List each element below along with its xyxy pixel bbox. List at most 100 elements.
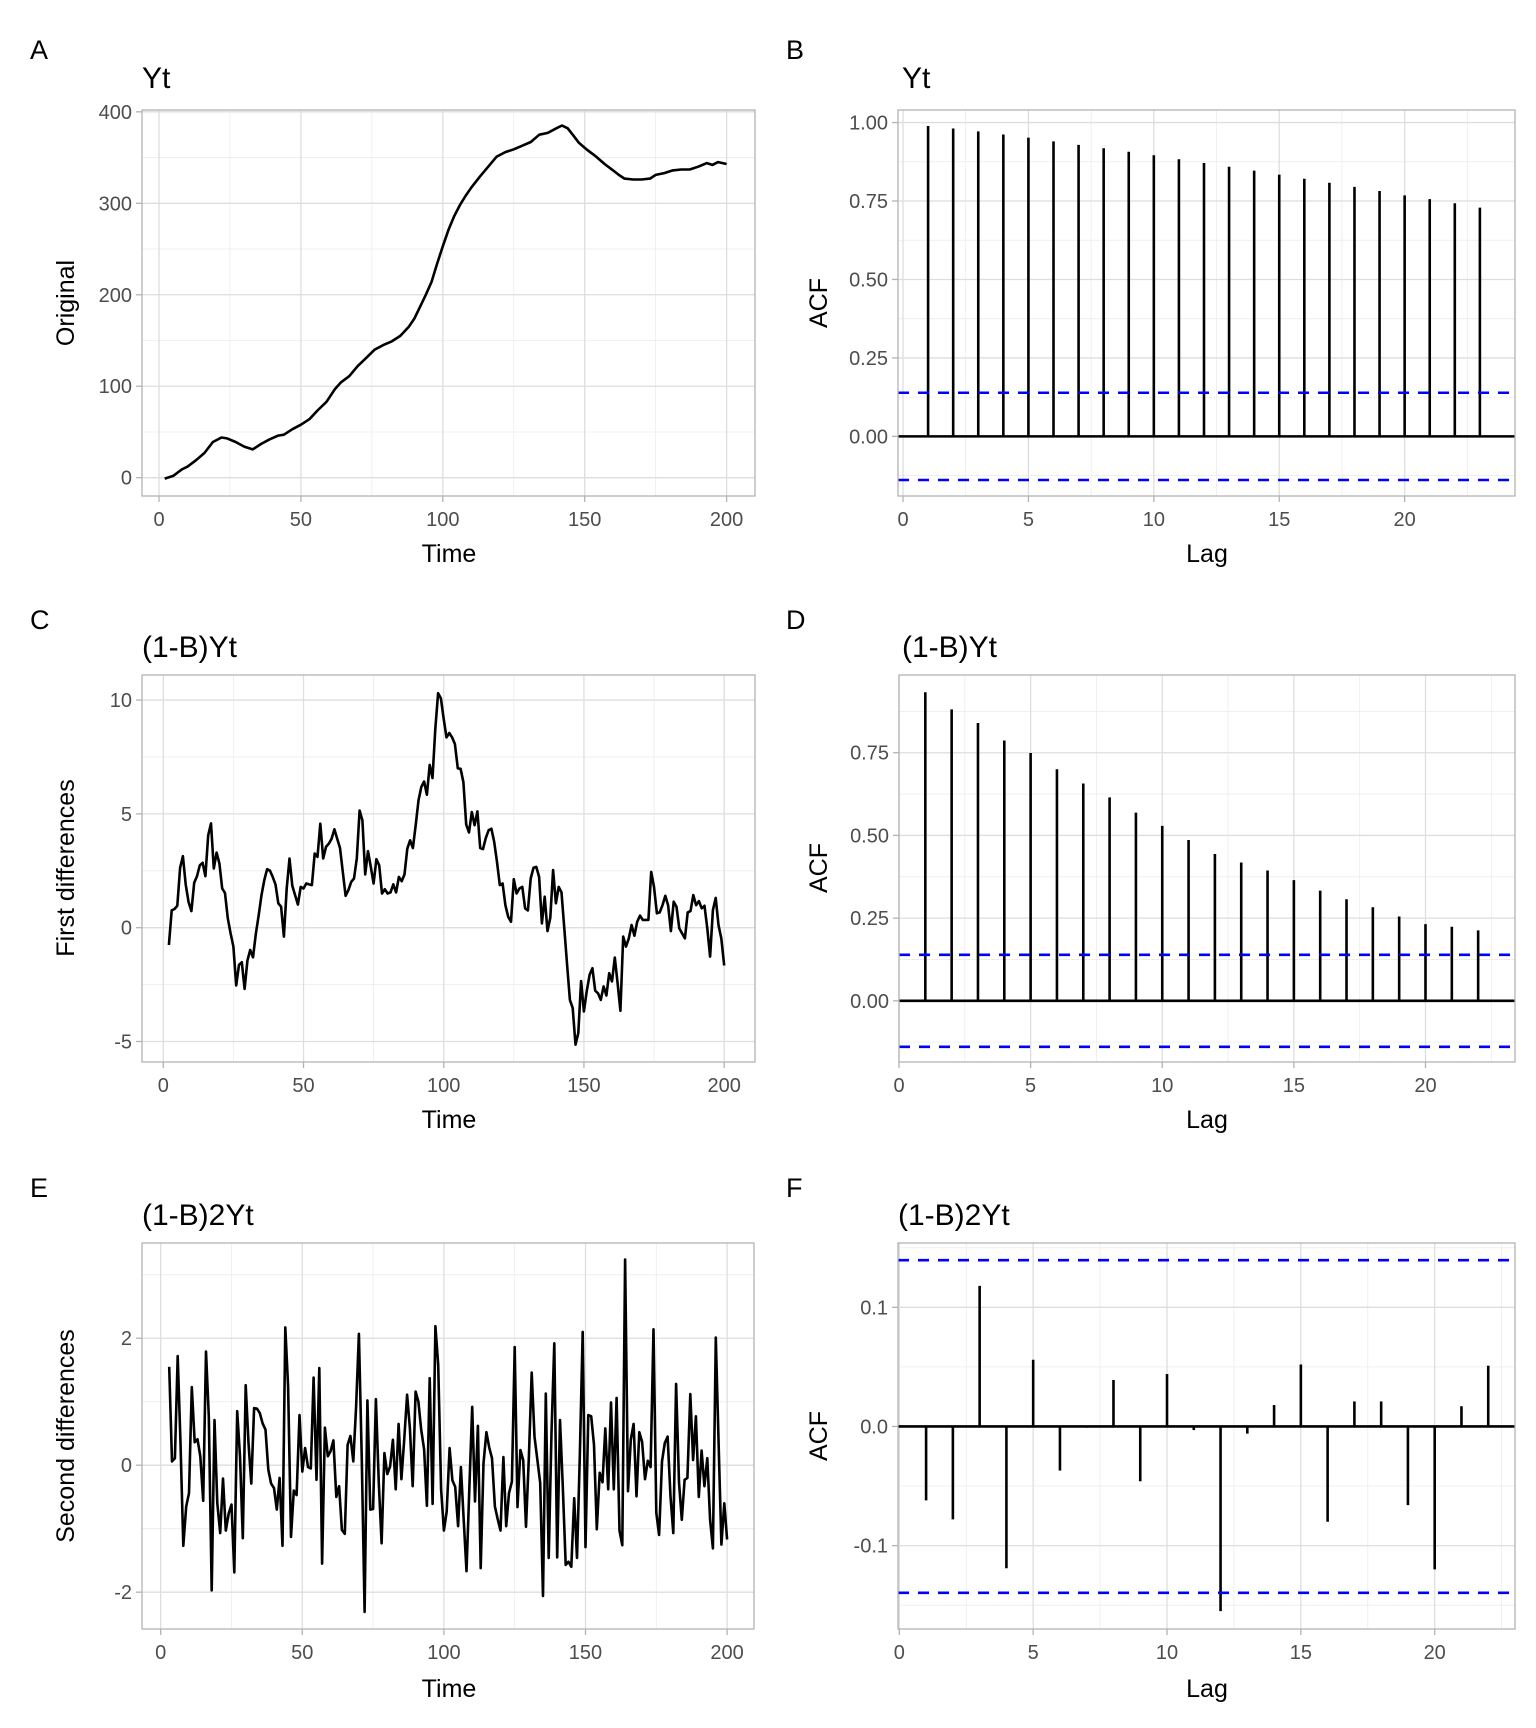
y-tick-label: 0.50 <box>850 825 889 847</box>
x-tick-label: 10 <box>1143 509 1165 531</box>
plot-frame <box>141 674 756 1063</box>
panel-letter: B <box>786 35 804 65</box>
panel-title: (1-B)Yt <box>902 631 998 664</box>
panel-letter: A <box>30 35 48 65</box>
y-tick-label: 0.50 <box>849 269 888 291</box>
panel-e: E (1-B)2Yt -2 0 2 0 50 100 150 200 Time Second … <box>30 1173 755 1703</box>
y-tick-label: 100 <box>99 376 132 398</box>
y-tick-label: 0 <box>121 1455 132 1477</box>
x-tick-label: 0 <box>893 1075 904 1097</box>
plot-frame <box>898 674 1516 1063</box>
x-tick-label: 20 <box>1414 1075 1436 1097</box>
y-tick-label: 0.0 <box>860 1416 888 1438</box>
x-tick-label: 100 <box>427 1075 460 1097</box>
panel-d: D (1-B)Yt 0.00 0.25 0.50 0.75 0 5 10 15 20 Lag A… <box>786 605 1516 1134</box>
y-tick-label: 0 <box>121 468 132 490</box>
x-tick-label: 15 <box>1268 509 1290 531</box>
x-tick-label: 0 <box>155 1642 166 1664</box>
y-tick-label: 0.00 <box>850 991 889 1013</box>
y-tick-label: 0.1 <box>860 1297 888 1319</box>
x-tick-label: 0 <box>897 509 908 531</box>
y-axis-title: ACF <box>805 1411 833 1461</box>
panel-letter: C <box>30 605 50 635</box>
plot-area: 0.00 0.25 0.50 0.75 1.00 0 5 10 15 20 <box>849 109 1516 531</box>
y-axis-title: ACF <box>805 843 833 893</box>
x-tick-label: 100 <box>426 509 459 531</box>
panel-title: (1-B)2Yt <box>898 1199 1010 1232</box>
panel-title: (1-B)Yt <box>142 631 238 664</box>
x-tick-label: 0 <box>158 1075 169 1097</box>
y-axis-title: ACF <box>805 278 833 328</box>
y-tick-label: 0.75 <box>849 191 888 213</box>
y-tick-label: 0 <box>121 918 132 940</box>
x-tick-label: 5 <box>1025 1075 1036 1097</box>
x-axis-title: Time <box>422 540 477 568</box>
x-tick-label: 100 <box>427 1642 460 1664</box>
x-tick-label: 20 <box>1394 509 1416 531</box>
x-tick-label: 0 <box>894 1642 905 1664</box>
x-tick-label: 200 <box>707 1075 740 1097</box>
y-axis-title: Second differences <box>52 1329 80 1543</box>
plot-area: -0.1 0.0 0.1 0 5 10 15 20 <box>854 1242 1516 1664</box>
y-tick-label: -0.1 <box>854 1536 888 1558</box>
y-tick-label: 400 <box>99 102 132 124</box>
panel-f: F (1-B)2Yt -0.1 0.0 0.1 0 5 10 15 20 Lag ACF <box>786 1173 1516 1703</box>
plot-area: -2 0 2 0 50 100 150 200 <box>114 1242 755 1664</box>
x-axis-title: Time <box>422 1106 477 1134</box>
x-tick-label: 200 <box>710 1642 743 1664</box>
x-tick-label: 0 <box>153 509 164 531</box>
x-tick-label: 5 <box>1023 509 1034 531</box>
y-tick-label: -2 <box>114 1582 132 1604</box>
plot-frame <box>141 1242 755 1630</box>
x-axis-title: Time <box>422 1675 477 1703</box>
panel-a: A Yt 0 100 200 300 400 0 50 100 150 200 Time Orig… <box>30 35 756 568</box>
series-line <box>167 691 726 1046</box>
plot-area: 0 100 200 300 400 0 50 100 150 200 <box>99 102 756 531</box>
panel-letter: D <box>786 605 806 635</box>
y-tick-label: 2 <box>121 1328 132 1350</box>
y-tick-label: 0.00 <box>849 426 888 448</box>
y-tick-label: 0.25 <box>849 348 888 370</box>
x-tick-label: 15 <box>1290 1642 1312 1664</box>
plot-frame <box>141 109 756 497</box>
x-axis-title: Lag <box>1186 1675 1228 1703</box>
y-tick-label: 200 <box>99 285 132 307</box>
series-line <box>167 1258 729 1614</box>
y-tick-label: 5 <box>121 804 132 826</box>
y-axis-title: Original <box>52 260 80 346</box>
series-line <box>164 124 727 480</box>
y-tick-label: 0.25 <box>850 908 889 930</box>
x-tick-label: 50 <box>292 1075 314 1097</box>
y-axis-title: First differences <box>52 779 80 956</box>
x-tick-label: 50 <box>290 509 312 531</box>
x-tick-label: 50 <box>291 1642 313 1664</box>
y-tick-label: 0.75 <box>850 743 889 765</box>
panel-title: Yt <box>902 62 931 95</box>
x-axis-title: Lag <box>1186 540 1228 568</box>
x-tick-label: 150 <box>567 1075 600 1097</box>
x-tick-label: 200 <box>710 509 743 531</box>
y-tick-label: -5 <box>114 1032 132 1054</box>
x-axis-title: Lag <box>1186 1106 1228 1134</box>
panel-letter: E <box>30 1173 48 1203</box>
plot-frame <box>897 1242 1516 1630</box>
panel-title: (1-B)2Yt <box>142 1199 254 1232</box>
x-tick-label: 5 <box>1028 1642 1039 1664</box>
y-tick-label: 300 <box>99 193 132 215</box>
y-tick-label: 1.00 <box>849 113 888 135</box>
y-tick-label: 10 <box>110 690 132 712</box>
plot-area: 0.00 0.25 0.50 0.75 0 5 10 15 20 <box>850 674 1516 1097</box>
x-tick-label: 150 <box>568 509 601 531</box>
panel-letter: F <box>786 1173 803 1203</box>
panel-title: Yt <box>142 62 171 95</box>
x-tick-label: 10 <box>1151 1075 1173 1097</box>
x-tick-label: 10 <box>1156 1642 1178 1664</box>
x-tick-label: 150 <box>569 1642 602 1664</box>
panel-b: B Yt 0.00 0.25 0.50 0.75 1.00 0 5 10 15 20 Lag AC… <box>786 35 1516 568</box>
plot-frame <box>897 109 1516 497</box>
x-tick-label: 15 <box>1283 1075 1305 1097</box>
x-tick-label: 20 <box>1424 1642 1446 1664</box>
